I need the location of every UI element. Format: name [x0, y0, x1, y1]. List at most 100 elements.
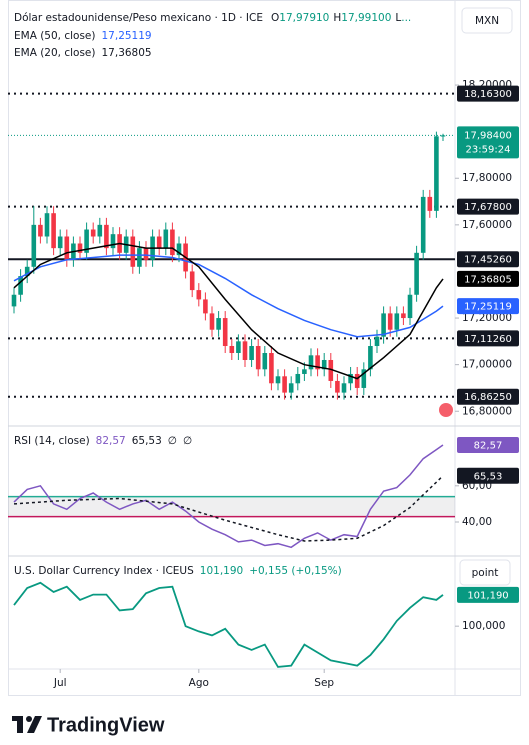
logo: [12, 716, 42, 733]
candle-body: [348, 373, 353, 384]
ema-tag: 17,36805: [464, 274, 512, 285]
candle-body: [176, 243, 182, 256]
candle-body: [434, 136, 439, 211]
x-tick-label: Ago: [189, 677, 209, 689]
candle-body: [77, 243, 83, 253]
candle-body: [328, 359, 334, 381]
y-tick-label: 17,60000: [462, 219, 512, 231]
ohlc-key: H: [333, 12, 341, 24]
candle-body: [387, 313, 393, 330]
level-tag: 17,11260: [464, 334, 512, 345]
candle-body: [189, 271, 195, 291]
candle-body: [229, 346, 235, 354]
candle-body: [249, 346, 254, 360]
candle-body: [269, 353, 274, 384]
candle-body: [361, 369, 367, 388]
indicator-name: EMA (50, close): [14, 30, 96, 42]
candle-body: [38, 224, 43, 237]
x-tick-label: Jul: [53, 677, 67, 689]
candle-body: [222, 318, 228, 347]
rsi-tag: 65,53: [474, 471, 503, 482]
candle-body: [57, 236, 63, 249]
candle-body: [44, 213, 50, 237]
indicator-legend: EMA (20, close) 17,36805: [14, 47, 152, 59]
candle-body: [216, 318, 221, 330]
candle-body: [143, 248, 149, 260]
pane-title: U.S. Dollar Currency Index · ICEUS: [14, 565, 194, 577]
candle-body: [104, 224, 109, 249]
rsi-band: [8, 496, 455, 517]
candle-body: [242, 341, 248, 360]
series-value: 82,57: [96, 435, 126, 447]
ema-tag: 17,25119: [464, 302, 512, 313]
logo-mark: [17, 716, 23, 733]
index-tag-box: [457, 586, 519, 603]
level-tag-box: [457, 85, 519, 102]
candle-body: [196, 290, 202, 300]
level-tag: 18,16300: [464, 89, 512, 100]
indicator-name: EMA (20, close): [14, 47, 96, 59]
candle-body: [97, 224, 103, 237]
empty-value: ∅: [168, 435, 177, 447]
countdown: 23:59:24: [466, 144, 511, 155]
y-tick-label: 40,00: [462, 516, 492, 528]
index-tag: 101,190: [467, 590, 508, 601]
ema-line: [13, 254, 444, 338]
ohlc-value: 17,99100: [341, 12, 391, 24]
candle-body: [11, 294, 17, 307]
indicator-value: 17,36805: [102, 47, 152, 59]
candle-body: [18, 276, 23, 295]
empty-value: ∅: [183, 435, 192, 447]
symbol-title: Dólar estadounidense/Peso mexicano · 1D …: [14, 12, 263, 24]
rsi-tag: 82,57: [474, 440, 503, 451]
logo-mark: [26, 716, 32, 722]
unit-label: point: [472, 567, 499, 579]
ohlc-key: O: [271, 12, 279, 24]
pane-legend: U.S. Dollar Currency Index · ICEUS 101,19…: [14, 565, 342, 577]
candle-body: [427, 196, 433, 211]
candle-body: [209, 313, 215, 330]
candle-body: [84, 229, 89, 253]
candle-body: [302, 369, 307, 374]
level-tag-box: [457, 251, 519, 268]
candle-body: [163, 229, 169, 249]
logo-mark: [27, 716, 42, 733]
currency-button[interactable]: [461, 7, 513, 34]
candle-body: [354, 373, 360, 388]
candle-body: [282, 376, 287, 393]
candle-body: [24, 266, 30, 277]
candle-body: [321, 359, 327, 370]
y-tick-label: 17,00000: [462, 359, 512, 371]
candle-body: [262, 353, 268, 370]
x-tick-label: Sep: [314, 677, 334, 689]
y-tick-label: 100,000: [462, 620, 505, 632]
brand: TradingView: [47, 714, 165, 736]
series-value: 65,53: [132, 435, 162, 447]
series-change: +0,155 (+0,15%): [249, 565, 342, 577]
last-price-box: [457, 126, 519, 159]
y-tick-label: 17,20000: [462, 312, 512, 324]
indicator-value: 17,25119: [102, 30, 152, 42]
level-tag-box: [457, 330, 519, 347]
candle-body: [51, 213, 56, 249]
ohlc-value: 17,97910: [279, 12, 329, 24]
candle-body: [288, 383, 294, 393]
level-tag: 16,86250: [464, 392, 512, 403]
candle-body: [90, 229, 96, 237]
unit-button[interactable]: [459, 559, 511, 586]
rsi-tag-box: [457, 467, 519, 484]
candle-body: [414, 252, 419, 295]
candle-body: [110, 234, 116, 249]
candle-body: [308, 355, 314, 370]
candle-body: [236, 341, 241, 354]
candle-body: [137, 248, 142, 267]
candle-body: [335, 380, 340, 393]
candle-body: [295, 373, 301, 384]
candle-body: [203, 299, 208, 314]
ema-tag-box: [457, 298, 519, 315]
candle-body: [255, 346, 261, 370]
candle-body: [130, 236, 136, 267]
legend-title: Dólar estadounidense/Peso mexicano · 1D …: [14, 12, 411, 24]
candle-body: [315, 355, 320, 370]
